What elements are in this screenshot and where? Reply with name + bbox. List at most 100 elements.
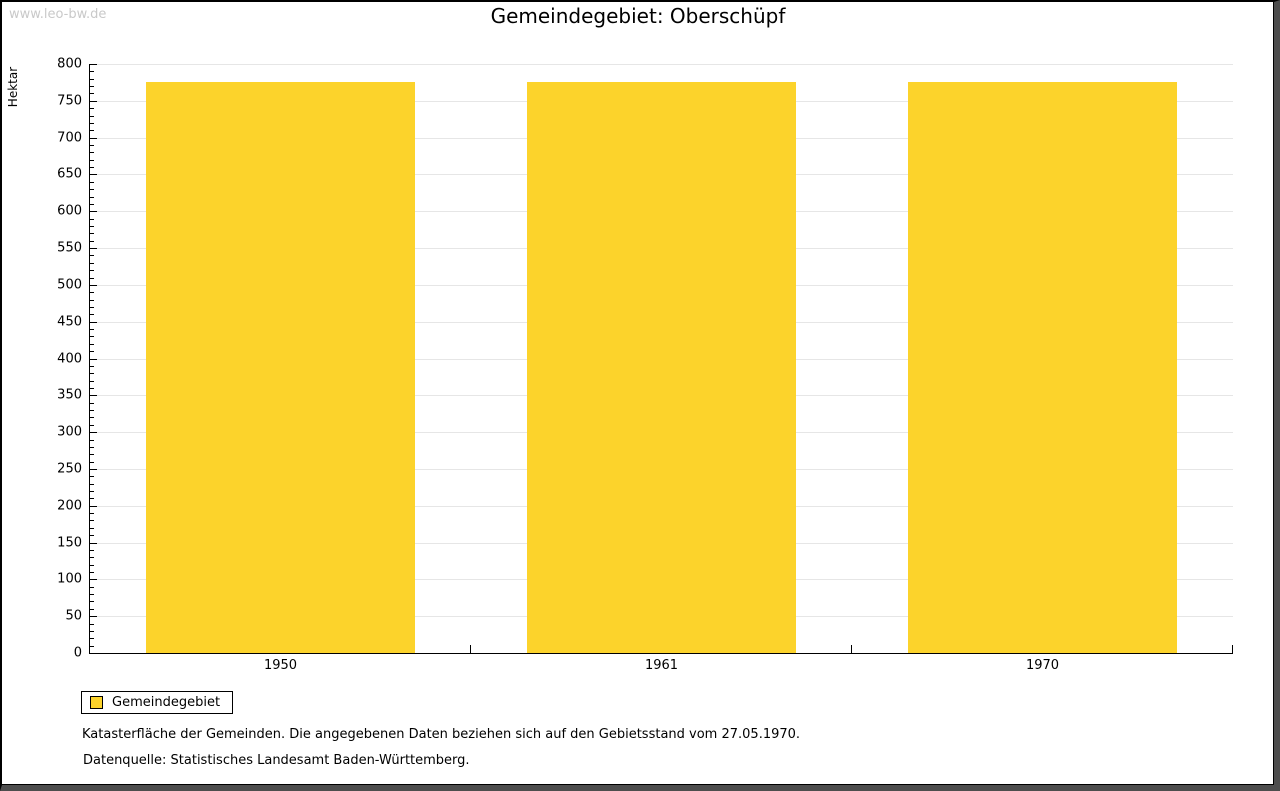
y-axis-tick-label: 100 xyxy=(57,571,82,587)
y-axis-minor-tick xyxy=(90,130,94,132)
y-axis-minor-tick xyxy=(90,299,94,301)
caption-source: Datenquelle: Statistisches Landesamt Bad… xyxy=(83,753,470,768)
y-axis-minor-tick xyxy=(90,240,94,242)
y-axis-minor-tick xyxy=(90,306,94,308)
y-axis-minor-tick xyxy=(90,277,94,279)
y-axis-minor-tick xyxy=(90,549,94,551)
x-axis-tick xyxy=(1232,645,1233,653)
y-axis-minor-tick xyxy=(90,446,94,448)
y-axis-minor-tick xyxy=(90,159,94,161)
y-axis-tick-label: 400 xyxy=(57,351,82,366)
y-axis-major-tick xyxy=(90,137,97,139)
y-axis-minor-tick xyxy=(90,189,94,191)
y-axis-minor-tick xyxy=(90,645,94,647)
y-axis-minor-tick xyxy=(90,122,94,124)
y-axis-tick-label: 50 xyxy=(65,608,82,624)
y-axis-minor-tick xyxy=(90,373,94,375)
y-axis-major-tick xyxy=(90,542,97,544)
y-axis-minor-tick xyxy=(90,483,94,485)
y-axis-minor-tick xyxy=(90,270,94,272)
y-axis-minor-tick xyxy=(90,196,94,198)
y-axis-minor-tick xyxy=(90,417,94,419)
y-axis-tick-label: 750 xyxy=(57,93,82,109)
y-axis-major-tick xyxy=(90,284,97,286)
x-axis-tick xyxy=(851,645,852,653)
y-axis-minor-tick xyxy=(90,343,94,345)
y-axis-minor-tick xyxy=(90,314,94,316)
y-axis-tick-label: 300 xyxy=(57,424,82,440)
y-axis-minor-tick xyxy=(90,586,94,588)
x-axis-tick xyxy=(470,645,471,653)
y-axis-minor-tick xyxy=(90,491,94,493)
y-axis-minor-tick xyxy=(90,535,94,537)
y-axis-minor-tick xyxy=(90,601,94,603)
y-axis-minor-tick xyxy=(90,115,94,117)
y-axis-tick-label: 350 xyxy=(57,387,82,403)
y-axis-minor-tick xyxy=(90,594,94,596)
y-axis-minor-tick xyxy=(90,498,94,500)
y-axis-minor-tick xyxy=(90,93,94,95)
y-axis-major-tick xyxy=(90,174,97,176)
y-axis-minor-tick xyxy=(90,167,94,169)
y-axis-tick-label: 150 xyxy=(57,535,82,551)
y-axis-major-tick xyxy=(90,432,97,434)
bar-1950 xyxy=(146,82,415,653)
y-axis-major-tick xyxy=(90,395,97,397)
y-axis-minor-tick xyxy=(90,461,94,463)
x-axis-tick-label: 1950 xyxy=(263,658,298,673)
y-axis-tick-label: 800 xyxy=(57,56,82,72)
y-axis-major-tick xyxy=(90,616,97,618)
caption-note: Katasterfläche der Gemeinden. Die angege… xyxy=(82,727,801,742)
y-axis-minor-tick xyxy=(90,351,94,353)
y-axis-major-tick xyxy=(90,321,97,323)
y-axis-minor-tick xyxy=(90,329,94,331)
bar-1961 xyxy=(527,82,796,653)
y-axis-minor-tick xyxy=(90,262,94,264)
x-axis-tick-label: 1961 xyxy=(644,658,679,673)
y-axis-minor-tick xyxy=(90,145,94,146)
y-axis-minor-tick xyxy=(90,380,94,382)
y-axis-minor-tick xyxy=(90,181,94,183)
y-axis-minor-tick xyxy=(90,572,94,574)
y-axis-tick-label: 550 xyxy=(57,240,82,256)
y-axis-major-tick xyxy=(90,468,97,470)
y-axis-minor-tick xyxy=(90,630,94,632)
y-axis-minor-tick xyxy=(90,608,94,610)
y-axis-major-tick xyxy=(90,248,97,250)
y-axis-minor-tick xyxy=(90,78,94,80)
y-axis-minor-tick xyxy=(90,255,94,257)
y-axis-minor-tick xyxy=(90,225,94,227)
y-axis-minor-tick xyxy=(90,638,94,640)
y-axis-minor-tick xyxy=(90,476,94,478)
y-axis-tick-label: 650 xyxy=(57,166,82,182)
y-axis-minor-tick xyxy=(90,513,94,515)
y-axis-minor-tick xyxy=(90,86,94,88)
y-axis-major-tick xyxy=(90,100,97,102)
y-axis-minor-tick xyxy=(90,424,94,426)
y-axis-tick-label: 0 xyxy=(73,645,82,661)
y-axis-minor-tick xyxy=(90,365,94,367)
y-axis-tick-label: 450 xyxy=(57,314,82,330)
y-axis-minor-tick xyxy=(90,108,94,110)
y-axis-minor-tick xyxy=(90,292,94,294)
chart-title: Gemeindegebiet: Oberschüpf xyxy=(490,4,786,28)
x-axis-tick-labels: 1950 1961 1970 xyxy=(90,658,1233,676)
y-axis-major-tick xyxy=(90,505,97,507)
y-axis-minor-tick xyxy=(90,623,94,625)
y-axis-tick-label: 250 xyxy=(57,461,82,477)
y-axis-minor-tick xyxy=(90,203,94,205)
plot-area xyxy=(89,64,1233,654)
y-axis-tick-labels: 0 50 100 150 200 250 300 350 400 450 500 550 600 650 7… xyxy=(2,57,82,661)
y-axis-tick-label: 200 xyxy=(57,498,82,514)
watermark: www.leo-bw.de xyxy=(9,7,107,22)
y-axis-major-tick xyxy=(90,579,97,581)
y-axis-major-tick xyxy=(90,358,97,360)
y-axis-minor-tick xyxy=(90,71,94,73)
y-axis-minor-tick xyxy=(90,218,94,220)
y-axis-minor-tick xyxy=(90,152,94,154)
gridline xyxy=(90,64,1233,65)
y-axis-minor-tick xyxy=(90,520,94,522)
y-axis-major-tick xyxy=(90,64,97,65)
x-axis-tick-label: 1970 xyxy=(1025,658,1060,673)
